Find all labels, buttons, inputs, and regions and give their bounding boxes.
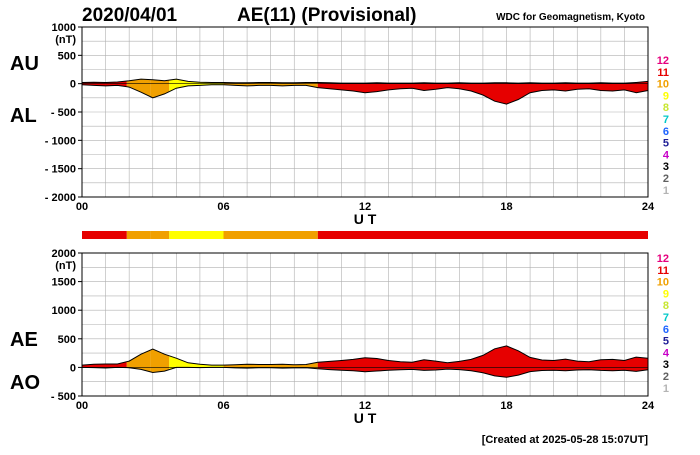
au-al-areas bbox=[81, 78, 649, 105]
station-count-bar bbox=[82, 231, 648, 239]
y-tick-label: - 1500 bbox=[45, 164, 76, 176]
station-count-label: 3 bbox=[663, 359, 669, 371]
page-title: AE(11) (Provisional) bbox=[237, 5, 417, 26]
station-count-label: 12 bbox=[657, 55, 669, 67]
station-count-label: 10 bbox=[657, 277, 669, 289]
station-count-label: 3 bbox=[663, 161, 669, 173]
al-area-segment bbox=[223, 83, 318, 88]
station-count-segment bbox=[223, 231, 318, 239]
x-tick-label: 18 bbox=[500, 201, 512, 213]
y-tick-label: - 2000 bbox=[45, 192, 76, 204]
station-count-segment bbox=[169, 231, 224, 239]
ae-area-segment bbox=[169, 355, 224, 368]
ae-area-segment bbox=[126, 350, 151, 368]
station-count-label: 2 bbox=[663, 371, 669, 383]
station-count-label: 8 bbox=[663, 102, 669, 114]
ae-curve bbox=[81, 345, 649, 366]
x-tick-label: 00 bbox=[76, 400, 88, 412]
ae-ao-areas bbox=[81, 345, 649, 378]
station-count-label: 4 bbox=[663, 149, 670, 161]
station-count-label: 1 bbox=[663, 185, 669, 197]
ao-area-segment bbox=[150, 367, 170, 373]
station-count-segment bbox=[150, 231, 170, 239]
ae-label: AE bbox=[10, 329, 38, 351]
station-count-label: 9 bbox=[663, 288, 669, 300]
au-label: AU bbox=[10, 53, 39, 75]
station-count-label: 1 bbox=[663, 383, 669, 395]
ae-ao-x-tick-labels: 00 06 12 18 24 bbox=[76, 400, 655, 412]
x-tick-label: 06 bbox=[217, 201, 229, 213]
au-area-segment bbox=[82, 81, 127, 84]
x-tick-label: 24 bbox=[642, 400, 655, 412]
station-count-label: 4 bbox=[663, 347, 670, 359]
y-tick-label: 1500 bbox=[52, 277, 76, 289]
ae-area-segment bbox=[82, 361, 127, 368]
x-tick-label: 12 bbox=[359, 201, 371, 213]
station-count-label: 6 bbox=[663, 324, 669, 336]
station-count-label: 7 bbox=[663, 312, 669, 324]
au-al-gridlines bbox=[82, 27, 648, 197]
ae-ao-frame bbox=[81, 252, 649, 397]
station-count-label: 10 bbox=[657, 79, 669, 91]
x-tick-label: 18 bbox=[500, 400, 512, 412]
au-area-segment bbox=[150, 79, 170, 84]
au-al-x-axis-label: U T bbox=[354, 211, 377, 227]
y-tick-label: 500 bbox=[58, 334, 76, 346]
al-area-segment bbox=[150, 83, 170, 98]
x-tick-label: 12 bbox=[359, 400, 371, 412]
ao-area-segment bbox=[126, 367, 151, 372]
al-label: AL bbox=[10, 105, 37, 127]
station-count-segment bbox=[82, 231, 127, 239]
ae-ao-gridlines bbox=[82, 253, 648, 396]
al-area-segment bbox=[169, 83, 224, 92]
station-count-label: 2 bbox=[663, 173, 669, 185]
station-count-label: 11 bbox=[657, 265, 669, 277]
station-count-label: 7 bbox=[663, 114, 669, 126]
station-count-label: 6 bbox=[663, 126, 669, 138]
y-tick-label: - 1000 bbox=[45, 135, 76, 147]
station-count-segment bbox=[317, 231, 648, 239]
y-tick-label: 1000 bbox=[52, 305, 76, 317]
created-timestamp: [Created at 2025-05-28 15:07UT] bbox=[482, 434, 649, 446]
ao-label: AO bbox=[10, 372, 40, 394]
ae-ao-y-tick-labels: 2000 1500 1000 500 0 - 500 bbox=[51, 248, 82, 403]
station-count-label: 5 bbox=[663, 138, 669, 150]
y-tick-label: 0 bbox=[70, 79, 76, 91]
au-curve bbox=[81, 78, 649, 84]
station-count-label: 12 bbox=[657, 253, 669, 265]
station-count-label: 5 bbox=[663, 336, 669, 348]
station-count-label: 11 bbox=[657, 67, 669, 79]
ae-ao-unit-label: (nT) bbox=[55, 260, 76, 272]
date-label: 2020/04/01 bbox=[82, 5, 178, 26]
station-count-label: 8 bbox=[663, 300, 669, 312]
x-tick-label: 00 bbox=[76, 201, 88, 213]
y-tick-label: 500 bbox=[58, 50, 76, 62]
au-area-segment bbox=[126, 79, 151, 84]
station-count-segment bbox=[126, 231, 151, 239]
x-tick-label: 06 bbox=[217, 400, 229, 412]
au-al-unit-label: (nT) bbox=[55, 34, 76, 46]
ae-ao-x-axis-label: U T bbox=[354, 410, 377, 426]
y-tick-label: 0 bbox=[70, 362, 76, 374]
y-tick-label: - 500 bbox=[51, 107, 76, 119]
station-count-label: 9 bbox=[663, 90, 669, 102]
al-area-segment bbox=[82, 83, 127, 87]
al-curve bbox=[81, 84, 649, 105]
y-tick-label: 1000 bbox=[52, 22, 76, 34]
ae-area-segment bbox=[150, 349, 170, 368]
y-tick-label: 2000 bbox=[52, 248, 76, 260]
au-al-x-tick-labels: 00 06 12 18 24 bbox=[76, 201, 655, 213]
au-al-y-tick-labels: 1000 500 0 - 500 - 1000 - 1500 - 2000 bbox=[45, 22, 82, 204]
y-tick-label: - 500 bbox=[51, 391, 76, 403]
x-tick-label: 24 bbox=[642, 201, 655, 213]
source-label: WDC for Geomagnetism, Kyoto bbox=[496, 12, 645, 23]
